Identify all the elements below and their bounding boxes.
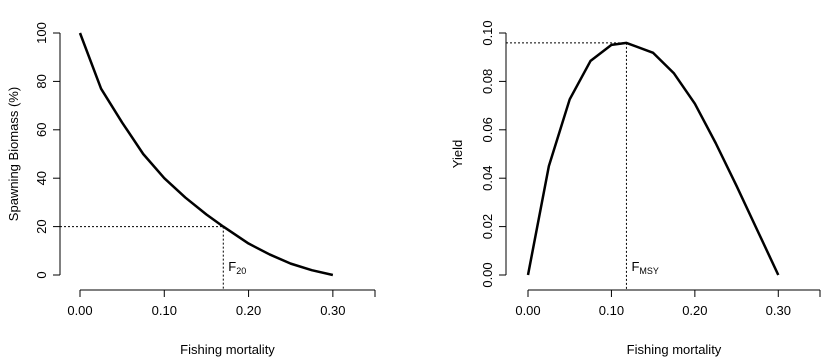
x-tick-label: 0.30 xyxy=(766,303,791,318)
series-line xyxy=(78,32,334,277)
y-tick-label: 0 xyxy=(34,271,49,278)
x-tick-label: 0.30 xyxy=(320,303,345,318)
y-tick-label: 0.10 xyxy=(480,20,495,45)
reference-label-main: F xyxy=(631,259,639,274)
x-axis-title: Fishing mortality xyxy=(627,342,722,357)
x-tick-label: 0.20 xyxy=(236,303,261,318)
x-tick-label: 0.10 xyxy=(599,303,624,318)
y-tick-label: 0.04 xyxy=(480,166,495,191)
reference-label-subscript: 20 xyxy=(236,266,246,276)
yield-panel: 0.00 0.10 0.20 0.30 0.00 0.02 0.04 0.06 0.08 0.10… xyxy=(450,20,821,357)
x-tick-label: 0.00 xyxy=(515,303,540,318)
x-axis-title: Fishing mortality xyxy=(180,342,275,357)
reference-label: F20 xyxy=(228,259,246,276)
y-tick-label: 20 xyxy=(34,219,49,233)
x-tick-label: 0.20 xyxy=(682,303,707,318)
y-tick-label: 0.08 xyxy=(480,69,495,94)
reference-label-main: F xyxy=(228,259,236,274)
y-axis-title: Yield xyxy=(450,140,465,168)
reference-label-subscript: MSY xyxy=(639,266,659,276)
series-line xyxy=(526,41,780,276)
x-tick-label: 0.00 xyxy=(67,303,92,318)
y-tick-label: 40 xyxy=(34,171,49,185)
reference-label: FMSY xyxy=(631,259,658,276)
y-axis-title: Spawning Biomass (%) xyxy=(6,87,21,221)
y-tick-label: 100 xyxy=(34,22,49,44)
x-tick-label: 0.10 xyxy=(152,303,177,318)
y-tick-label: 0.06 xyxy=(480,117,495,142)
y-tick-label: 60 xyxy=(34,123,49,137)
y-tick-label: 0.00 xyxy=(480,262,495,287)
y-tick-label: 0.02 xyxy=(480,214,495,239)
y-tick-label: 80 xyxy=(34,74,49,88)
spawning-biomass-panel: 0.00 0.10 0.20 0.30 0 20 40 60 80 100 Fishing mort… xyxy=(6,22,376,357)
